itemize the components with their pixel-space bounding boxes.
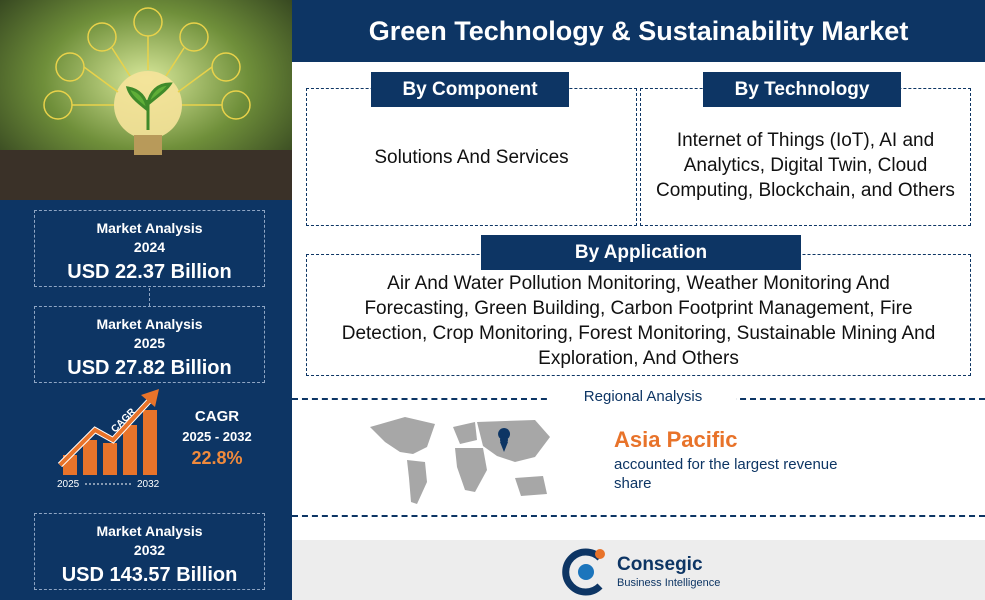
regional-info: Asia Pacific accounted for the largest r… (614, 427, 874, 493)
market-label: Market Analysis 2024 (35, 219, 264, 257)
year: 2025 (133, 335, 166, 351)
market-box: Market Analysis 2024 USD 22.37 Billion (34, 210, 265, 287)
label: Market Analysis (96, 220, 203, 236)
end-year: 2032 (137, 479, 160, 490)
cagr-label: CAGR (194, 408, 240, 425)
market-box: Market Analysis 2025 USD 27.82 Billion (34, 306, 265, 383)
market-box: Market Analysis 2032 USD 143.57 Billion (34, 513, 265, 590)
cagr-period: 2025 - 2032 (182, 429, 252, 444)
segment-text: Air And Water Pollution Monitoring, Weat… (306, 254, 971, 376)
market-label: Market Analysis 2032 (35, 522, 264, 560)
market-value: USD 27.82 Billion (67, 357, 232, 379)
logo-tagline: Business Intelligence (617, 577, 721, 589)
cagr-block: CAGR 2025 - 2032 22.8% (172, 408, 262, 469)
segment-text: Solutions And Services (306, 88, 637, 226)
regional-heading: Regional Analysis (550, 388, 736, 405)
label: Market Analysis (96, 523, 203, 539)
logo-mark (562, 548, 605, 596)
start-year: 2025 (57, 479, 80, 490)
world-map (370, 417, 550, 504)
logo-name: Consegic (617, 554, 703, 575)
left-panel: Market Analysis 2024 USD 22.37 Billion Ma… (0, 0, 292, 600)
year: 2032 (133, 542, 166, 558)
hero-image (0, 0, 292, 200)
market-value: USD 143.57 Billion (61, 564, 238, 586)
footer: Consegic Business Intelligence (292, 540, 985, 600)
label: Market Analysis (96, 316, 203, 332)
cagr-value: 22.8% (191, 448, 243, 468)
market-label: Market Analysis 2025 (35, 315, 264, 353)
title: Green Technology & Sustainability Market (292, 0, 985, 62)
region: Asia Pacific (614, 427, 738, 452)
segment-heading: By Technology (703, 72, 901, 107)
region-text: accounted for the largest revenue share (614, 456, 838, 492)
market-value: USD 22.37 Billion (67, 261, 232, 283)
connector (149, 288, 150, 306)
divider (292, 515, 985, 517)
segment-text: Internet of Things (IoT), AI and Analyti… (640, 88, 971, 226)
segment-heading: By Component (371, 72, 569, 107)
year: 2024 (133, 239, 166, 255)
segment-heading: By Application (481, 235, 801, 270)
cagr-graphic: CAGR 2025 2032 (57, 389, 160, 490)
